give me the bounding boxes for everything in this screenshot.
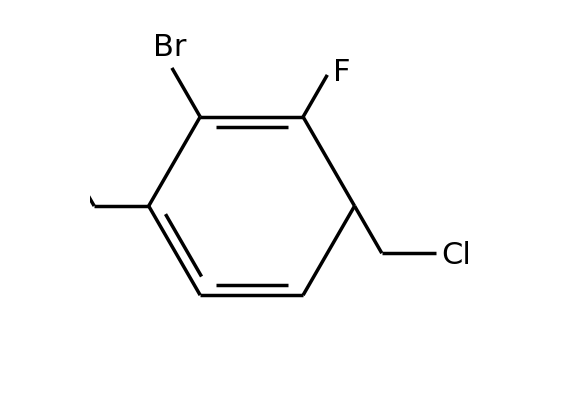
Text: Br: Br [153, 33, 187, 62]
Text: Cl: Cl [441, 241, 471, 270]
Text: F: F [333, 59, 351, 87]
